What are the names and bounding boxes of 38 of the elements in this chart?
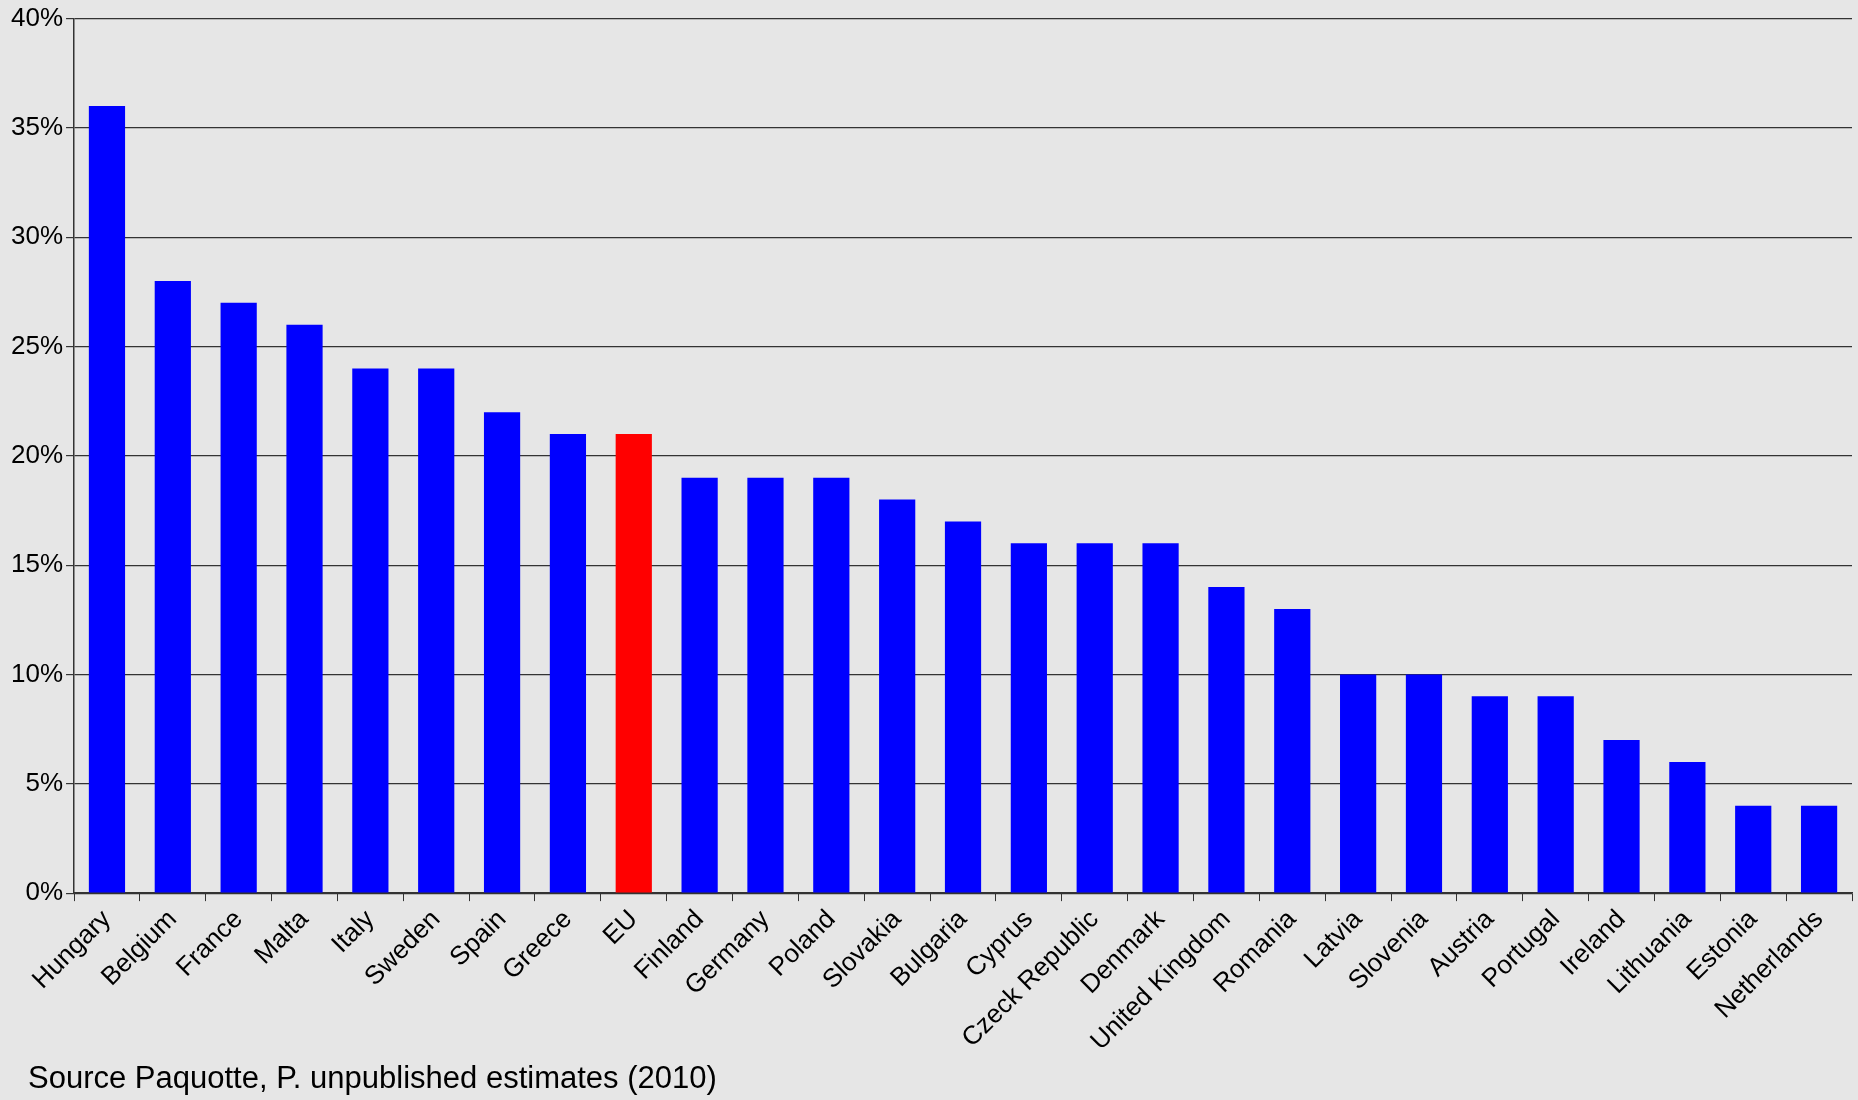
- bar: [1405, 674, 1443, 893]
- bar: [1208, 587, 1245, 893]
- bar: [1471, 696, 1508, 893]
- y-tick-label: 15%: [10, 548, 64, 579]
- bar: [1340, 674, 1377, 893]
- bar: [483, 412, 521, 893]
- bar: [1010, 543, 1047, 893]
- bar: [1735, 805, 1772, 893]
- bar: [88, 106, 126, 893]
- bar: [549, 434, 587, 893]
- bar: [813, 477, 850, 893]
- y-tick-label: 40%: [10, 1, 64, 32]
- bar: [1537, 696, 1574, 893]
- y-tick-label: 5%: [25, 766, 64, 797]
- bar: [154, 280, 191, 893]
- bar: [944, 521, 982, 893]
- bar: [1076, 543, 1113, 893]
- y-tick-label: 20%: [10, 439, 64, 470]
- bar: [220, 302, 257, 893]
- y-tick-label: 25%: [10, 329, 64, 360]
- bar: [1142, 543, 1179, 893]
- bar: [352, 368, 389, 893]
- x-tick-label: EU: [596, 903, 644, 951]
- bar: [879, 499, 916, 893]
- bar: [1800, 805, 1838, 893]
- bar: [1669, 761, 1706, 893]
- y-tick-label: 35%: [10, 111, 64, 142]
- y-tick-label: 10%: [10, 657, 64, 688]
- bar: [615, 434, 652, 893]
- bar: [681, 477, 718, 893]
- y-tick-label: 0%: [25, 876, 64, 907]
- bar: [1274, 608, 1311, 893]
- bar: [747, 477, 784, 893]
- bar: [418, 368, 455, 893]
- y-tick-label: 30%: [10, 220, 64, 251]
- bar: [286, 324, 323, 893]
- source-note: Source Paquotte, P. unpublished estimates (2010): [28, 1060, 717, 1096]
- bar: [1603, 740, 1640, 893]
